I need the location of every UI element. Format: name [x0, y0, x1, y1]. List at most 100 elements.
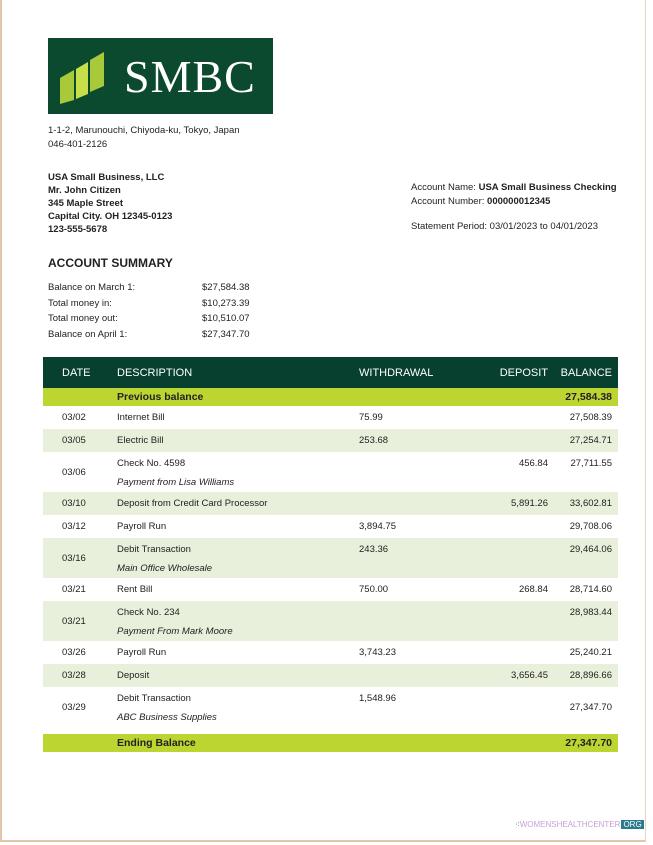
summary-label: Balance on April 1:	[48, 328, 128, 340]
watermark-tld: ORG	[621, 820, 644, 829]
customer-name: Mr. John Citizen	[48, 185, 121, 196]
table-row: 03/26 Payroll Run 3,743.23 25,240.21	[43, 641, 618, 664]
row-withdrawal: 3,894.75	[359, 521, 396, 532]
row-deposit	[476, 687, 556, 727]
customer-company: USA Small Business, LLC	[48, 172, 165, 183]
summary-title: ACCOUNT SUMMARY	[48, 256, 173, 270]
row-withdrawal: 75.99	[359, 412, 383, 423]
table-row: 03/12 Payroll Run 3,894.75 29,708.06	[43, 515, 618, 538]
logo-text: SMBC	[124, 50, 256, 102]
row-description: Payroll Run	[117, 515, 359, 538]
account-summary: Balance on March 1: $27,584.38 Total money…	[48, 282, 250, 344]
watermark-text: WOMENSHEALTHCENTER	[519, 820, 621, 829]
row-balance: 33,602.81	[556, 492, 618, 515]
table-row: 03/02 Internet Bill 75.99 27,508.39	[43, 406, 618, 429]
row-deposit	[476, 429, 556, 452]
row-desc-sub: Payment from Lisa Williams	[117, 477, 235, 488]
row-desc-main: Rent Bill	[117, 584, 153, 595]
row-deposit: 456.84	[518, 458, 548, 469]
smbc-leaf-icon	[60, 52, 104, 104]
row-description: Internet Bill	[117, 406, 359, 429]
table-row: 03/21 Check No. 234 Payment From Mark Moo…	[43, 601, 618, 641]
table-row: 03/16 Debit Transaction Main Office Whole…	[43, 538, 618, 578]
row-date: 03/10	[43, 492, 117, 515]
row-desc-main: Deposit	[117, 670, 150, 681]
row-desc-sub: Main Office Wholesale	[117, 563, 213, 574]
account-name: USA Small Business Checking	[478, 182, 617, 193]
row-withdrawal: 3,743.23	[359, 647, 396, 658]
customer-address: USA Small Business, LLC Mr. John Citizen…	[48, 171, 172, 236]
row-balance: 28,714.60	[569, 584, 612, 595]
row-date: 03/16	[43, 538, 117, 578]
ending-balance-value: 27,347.70	[556, 734, 618, 752]
row-date: 03/05	[43, 429, 117, 452]
row-withdrawal: 750.00	[359, 584, 389, 595]
col-balance: BALANCE	[556, 357, 618, 388]
row-balance: 27,254.71	[556, 429, 618, 452]
row-description: Check No. 234 Payment From Mark Moore	[117, 601, 359, 641]
table-header: DATE DESCRIPTION WITHDRAWAL DEPOSIT BALA…	[43, 357, 618, 388]
row-date: 03/21	[43, 601, 117, 641]
customer-phone: 123-555-5678	[48, 224, 108, 235]
row-description: Payroll Run	[117, 641, 359, 664]
row-balance: 27,508.39	[569, 412, 612, 423]
row-balance: 29,464.06	[556, 538, 618, 578]
row-desc-main: Electric Bill	[117, 435, 164, 446]
summary-value: $27,347.70	[202, 328, 250, 340]
summary-value: $27,584.38	[202, 282, 250, 293]
row-withdrawal	[359, 664, 476, 687]
row-date: 03/02	[62, 412, 86, 423]
row-description: Check No. 4598 Payment from Lisa Williams	[117, 452, 359, 492]
summary-label: Balance on March 1:	[48, 282, 136, 293]
summary-label: Total money in:	[48, 297, 112, 309]
row-deposit	[476, 515, 556, 538]
row-withdrawal: 1,548.96	[359, 693, 396, 704]
row-desc-sub: Payment From Mark Moore	[117, 626, 233, 637]
col-description: DESCRIPTION	[117, 357, 359, 388]
row-date: 03/29	[62, 701, 86, 713]
row-desc-main: Debit Transaction	[117, 544, 191, 555]
row-desc-main: Debit Transaction	[117, 693, 191, 704]
transactions-table: DATE DESCRIPTION WITHDRAWAL DEPOSIT BALA…	[43, 357, 618, 752]
previous-balance-label: Previous balance	[117, 388, 359, 406]
table-row: 03/06 Check No. 4598 Payment from Lisa Wi…	[43, 452, 618, 492]
table-row: 03/21 Rent Bill 750.00 268.84 28,714.60	[43, 578, 618, 601]
summary-row: Total money in: $10,273.39	[48, 298, 250, 314]
row-deposit: 3,656.45	[476, 664, 556, 687]
col-withdrawal: WITHDRAWAL	[359, 357, 476, 388]
row-balance: 28,983.44	[556, 601, 618, 641]
row-desc-main: Internet Bill	[117, 412, 165, 423]
row-date: 03/21	[62, 584, 86, 595]
row-description: Deposit from Credit Card Processor	[117, 492, 359, 515]
summary-label: Total money out:	[48, 313, 118, 324]
row-balance: 29,708.06	[569, 521, 612, 532]
row-deposit: 268.84	[518, 584, 548, 595]
ending-balance-label: Ending Balance	[117, 734, 359, 752]
account-number: 000000012345	[487, 196, 551, 207]
row-date: 03/28	[43, 664, 117, 687]
customer-street: 345 Maple Street	[48, 198, 123, 209]
row-deposit	[476, 641, 556, 664]
bank-street: 1-1-2, Marunouchi, Chiyoda-ku, Tokyo, Ja…	[48, 125, 240, 136]
table-row: 03/10 Deposit from Credit Card Processor…	[43, 492, 618, 515]
row-deposit	[476, 601, 556, 641]
row-withdrawal	[359, 492, 476, 515]
row-balance: 25,240.21	[569, 647, 612, 658]
row-desc-sub: ABC Business Supplies	[117, 712, 217, 723]
row-deposit	[476, 538, 556, 578]
table-row: 03/29 Debit Transaction ABC Business Supp…	[43, 687, 618, 727]
col-deposit: DEPOSIT	[476, 357, 556, 388]
summary-value: $10,510.07	[202, 313, 250, 324]
summary-row: Balance on April 1: $27,347.70	[48, 329, 250, 345]
row-description: Rent Bill	[117, 578, 359, 601]
table-row: 03/05 Electric Bill 253.68 27,254.71	[43, 429, 618, 452]
row-desc-main: Check No. 4598	[117, 458, 186, 469]
table-row: 03/28 Deposit 3,656.45 28,896.66	[43, 664, 618, 687]
row-balance: 27,711.55	[570, 458, 612, 469]
watermark: ⁖ WOMENSHEALTHCENTER ORG	[515, 820, 644, 829]
row-description: Debit Transaction Main Office Wholesale	[117, 538, 359, 578]
row-deposit: 5,891.26	[476, 492, 556, 515]
row-balance: 27,347.70	[569, 701, 612, 713]
row-description: Electric Bill	[117, 429, 359, 452]
